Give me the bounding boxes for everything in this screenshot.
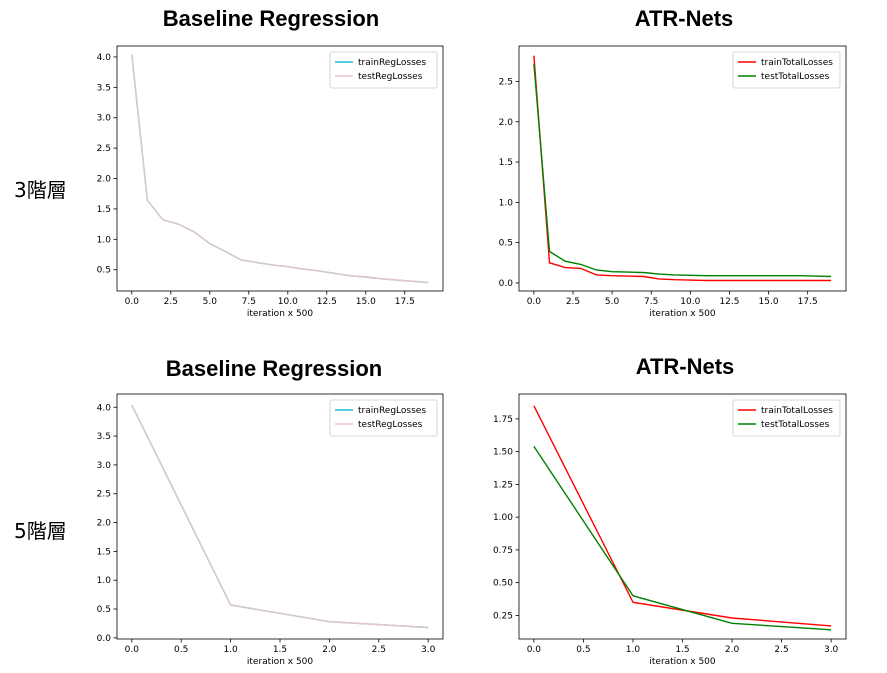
x-axis-label: iteration x 500 <box>649 309 716 319</box>
y-tick-label: 0.75 <box>493 546 513 556</box>
y-tick-label: 2.5 <box>97 144 111 154</box>
y-tick-label: 1.5 <box>97 205 111 215</box>
y-tick-label: 1.75 <box>493 415 513 425</box>
legend-entry: trainRegLosses <box>358 58 426 68</box>
x-tick-label: 15.0 <box>356 297 376 307</box>
x-tick-label: 2.5 <box>372 645 386 655</box>
y-tick-label: 1.5 <box>499 158 513 168</box>
legend-box <box>329 51 438 89</box>
y-tick-label: 0.5 <box>97 266 111 276</box>
x-tick-label: 1.0 <box>223 645 238 655</box>
x-tick-label: 3.0 <box>824 645 839 655</box>
y-tick-label: 2.5 <box>97 490 111 500</box>
y-tick-label: 0.0 <box>499 279 514 289</box>
x-tick-label: 17.5 <box>798 297 818 307</box>
series-line-testTotalLosses <box>533 63 832 278</box>
legend-box <box>732 399 841 437</box>
series-line-testTotalLosses <box>533 446 832 631</box>
y-tick-label: 4.0 <box>97 53 112 63</box>
x-tick-label: 5.0 <box>203 297 218 307</box>
x-tick-label: 2.5 <box>164 297 178 307</box>
x-tick-label: 0.0 <box>125 645 140 655</box>
x-tick-label: 1.5 <box>273 645 287 655</box>
y-tick-label: 1.0 <box>499 198 514 208</box>
legend-entry: testTotalLosses <box>761 72 830 82</box>
series-line-trainTotalLosses <box>533 405 832 627</box>
series-line-testRegLosses <box>131 404 429 629</box>
legend-entry: testRegLosses <box>358 72 423 82</box>
series-line-trainRegLosses <box>131 404 429 629</box>
y-tick-label: 0.50 <box>493 579 513 589</box>
row-label: 5階層 <box>14 519 67 543</box>
x-tick-label: 17.5 <box>395 297 415 307</box>
y-tick-label: 2.0 <box>97 519 112 529</box>
y-tick-label: 0.5 <box>97 605 111 615</box>
x-tick-label: 0.5 <box>576 645 590 655</box>
x-tick-label: 7.5 <box>242 297 256 307</box>
y-tick-label: 0.5 <box>499 239 513 249</box>
y-tick-label: 1.0 <box>97 235 112 245</box>
x-tick-label: 2.0 <box>322 645 337 655</box>
y-tick-label: 1.50 <box>493 448 513 458</box>
chart-title: ATR-Nets <box>634 6 734 31</box>
x-tick-label: 10.0 <box>680 297 700 307</box>
row-label: 3階層 <box>14 178 67 202</box>
x-tick-label: 7.5 <box>644 297 658 307</box>
y-tick-label: 1.5 <box>97 547 111 557</box>
x-axis-label: iteration x 500 <box>247 657 314 667</box>
y-tick-label: 3.5 <box>97 83 111 93</box>
y-tick-label: 1.0 <box>97 576 112 586</box>
plot-frame <box>518 45 847 292</box>
y-tick-label: 1.25 <box>493 480 513 490</box>
x-tick-label: 12.5 <box>719 297 739 307</box>
x-tick-label: 10.0 <box>278 297 298 307</box>
x-tick-label: 1.0 <box>626 645 641 655</box>
legend-box <box>329 399 438 437</box>
y-tick-label: 4.0 <box>97 403 112 413</box>
legend-box <box>732 51 841 89</box>
legend-entry: trainTotalLosses <box>761 406 833 416</box>
y-tick-label: 3.5 <box>97 432 111 442</box>
series-line-trainRegLosses <box>131 54 429 284</box>
x-axis-label: iteration x 500 <box>247 309 314 319</box>
x-tick-label: 0.0 <box>125 297 140 307</box>
x-tick-label: 12.5 <box>317 297 337 307</box>
x-tick-label: 3.0 <box>421 645 436 655</box>
y-tick-label: 2.0 <box>499 118 514 128</box>
chart-title: Baseline Regression <box>162 6 380 31</box>
legend-entry: trainRegLosses <box>358 406 426 416</box>
chart-title: ATR-Nets <box>635 354 735 379</box>
chart-title: Baseline Regression <box>165 356 383 381</box>
x-tick-label: 2.5 <box>566 297 580 307</box>
y-tick-label: 0.25 <box>493 611 513 621</box>
y-tick-label: 2.5 <box>499 77 513 87</box>
legend-entry: testTotalLosses <box>761 420 830 430</box>
y-tick-label: 0.0 <box>97 634 112 644</box>
y-tick-label: 2.0 <box>97 175 112 185</box>
x-tick-label: 0.0 <box>527 645 542 655</box>
x-axis-label: iteration x 500 <box>649 657 716 667</box>
legend-entry: testRegLosses <box>358 420 423 430</box>
series-line-trainTotalLosses <box>533 55 832 282</box>
x-tick-label: 2.5 <box>774 645 788 655</box>
x-tick-label: 1.5 <box>675 645 689 655</box>
y-tick-label: 3.0 <box>97 114 112 124</box>
y-tick-label: 1.00 <box>493 513 513 523</box>
x-tick-label: 15.0 <box>759 297 779 307</box>
x-tick-label: 2.0 <box>725 645 740 655</box>
x-tick-label: 0.0 <box>527 297 542 307</box>
x-tick-label: 0.5 <box>174 645 188 655</box>
plot-frame <box>116 45 444 292</box>
legend-entry: trainTotalLosses <box>761 58 833 68</box>
x-tick-label: 5.0 <box>605 297 620 307</box>
y-tick-label: 3.0 <box>97 461 112 471</box>
series-line-testRegLosses <box>131 54 429 284</box>
